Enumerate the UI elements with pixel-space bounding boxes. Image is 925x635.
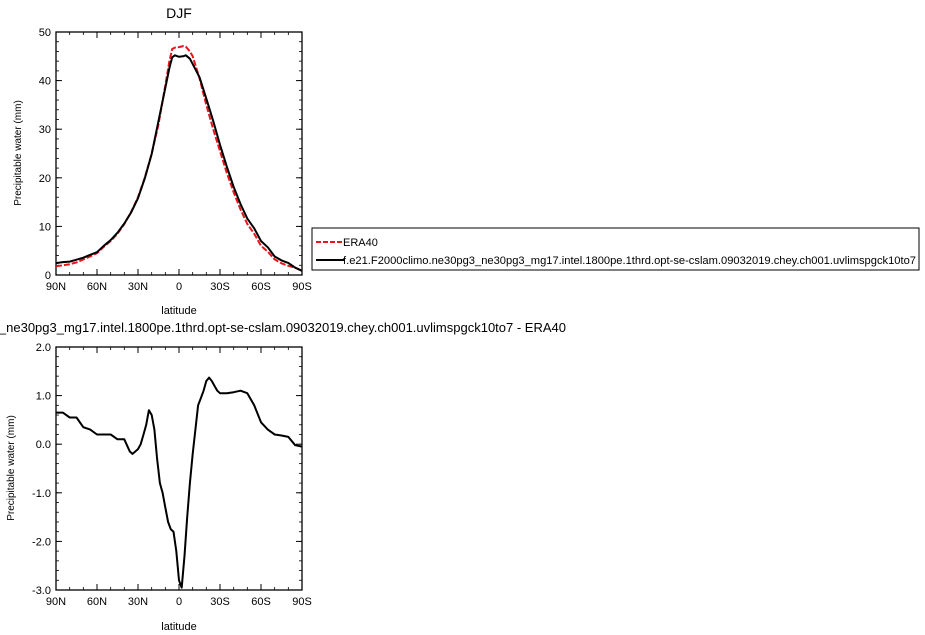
legend-model-label: f.e21.F2000climo.ne30pg3_ne30pg3_mg17.in… bbox=[343, 255, 916, 267]
bottom-series-1-line bbox=[56, 376, 303, 589]
bottom-xtick-label: 60N bbox=[87, 596, 107, 608]
bottom-ytick-label: 0.0 bbox=[36, 439, 51, 451]
bottom-xlabel: latitude bbox=[161, 621, 196, 633]
top-xtick-label: 90S bbox=[292, 281, 312, 293]
bottom-ytick-label: -3.0 bbox=[32, 585, 51, 597]
bottom-xtick-label: 90N bbox=[46, 596, 66, 608]
bottom-ytick-label: -2.0 bbox=[32, 536, 51, 548]
bottom-xtick-label: 30N bbox=[128, 596, 148, 608]
bottom-xtick-label: 30S bbox=[210, 596, 230, 608]
top-xtick-label: 90N bbox=[46, 281, 66, 293]
top-ytick-label: 40 bbox=[39, 76, 51, 88]
bottom-ytick-label: 1.0 bbox=[36, 391, 51, 403]
top-xtick-label: 0 bbox=[176, 281, 182, 293]
top-ylabel: Precipitable water (mm) bbox=[13, 100, 24, 206]
legend-box bbox=[311, 227, 920, 271]
top-ytick-label: 50 bbox=[39, 27, 51, 39]
bottom-ylabel: Precipitable water (mm) bbox=[6, 415, 17, 521]
top-xtick-label: 60N bbox=[87, 281, 107, 293]
top-xtick-label: 30S bbox=[210, 281, 230, 293]
top-ytick-label: 20 bbox=[39, 173, 51, 185]
top-series-2-line bbox=[55, 54, 303, 272]
top-frame bbox=[55, 31, 303, 276]
bottom-panel: f.e21.F2000climo.ne30pg3_ne30pg3_mg17.in… bbox=[0, 320, 566, 633]
bottom-ytick-label: -1.0 bbox=[32, 488, 51, 500]
top-panel: DJF Precipitable water (mm) latitude 90N… bbox=[13, 5, 920, 317]
top-ytick-label: 10 bbox=[39, 221, 51, 233]
top-xtick-label: 30N bbox=[128, 281, 148, 293]
bottom-xtick-label: 0 bbox=[176, 596, 182, 608]
bottom-title: f.e21.F2000climo.ne30pg3_ne30pg3_mg17.in… bbox=[0, 320, 566, 335]
top-legend: ERA40 f.e21.F2000climo.ne30pg3_ne30pg3_m… bbox=[311, 227, 920, 271]
bottom-xtick-label: 90S bbox=[292, 596, 312, 608]
bottom-frame bbox=[55, 346, 303, 591]
legend-era40-label: ERA40 bbox=[343, 237, 378, 249]
top-ytick-label: 30 bbox=[39, 124, 51, 136]
top-plot-area: 90N 60N 30N 0 30S 60S 90S 0 10 20 30 40 50 bbox=[39, 27, 312, 293]
bottom-xtick-label: 60S bbox=[251, 596, 271, 608]
top-title: DJF bbox=[166, 5, 192, 21]
bottom-ytick-label: 2.0 bbox=[36, 342, 51, 354]
top-series-1-line bbox=[55, 45, 303, 272]
top-xtick-label: 60S bbox=[251, 281, 271, 293]
top-xlabel: latitude bbox=[161, 305, 196, 317]
top-ytick-label: 0 bbox=[45, 270, 51, 282]
bottom-plot-area: 90N 60N 30N 0 30S 60S 90S -3.0 -2.0 -1.0 0.0 1.0 2.0 bbox=[32, 342, 312, 608]
